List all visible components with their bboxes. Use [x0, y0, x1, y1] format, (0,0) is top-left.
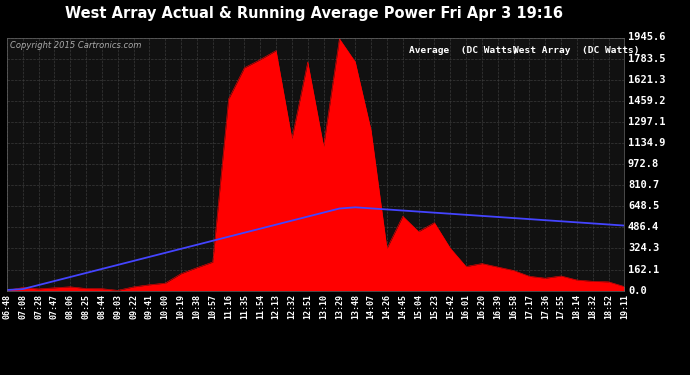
Text: 648.5: 648.5 [628, 201, 659, 211]
Text: 16:20: 16:20 [477, 294, 486, 320]
Text: 324.3: 324.3 [628, 243, 659, 254]
Text: 14:26: 14:26 [382, 294, 391, 320]
Text: 1297.1: 1297.1 [628, 117, 665, 127]
Text: 10:57: 10:57 [208, 294, 217, 320]
Text: 08:44: 08:44 [97, 294, 106, 320]
Text: 972.8: 972.8 [628, 159, 659, 169]
Text: 16:39: 16:39 [493, 294, 502, 320]
Text: 16:01: 16:01 [462, 294, 471, 320]
Text: 16:58: 16:58 [509, 294, 518, 320]
Text: 10:38: 10:38 [193, 294, 201, 320]
Text: 13:48: 13:48 [351, 294, 359, 320]
Text: 486.4: 486.4 [628, 222, 659, 232]
Text: West Array  (DC Watts): West Array (DC Watts) [513, 46, 640, 55]
Text: 17:36: 17:36 [541, 294, 550, 320]
Text: 13:29: 13:29 [335, 294, 344, 320]
Text: 1783.5: 1783.5 [628, 54, 665, 64]
Text: 09:41: 09:41 [145, 294, 154, 320]
Text: 10:19: 10:19 [177, 294, 186, 320]
Text: 1945.6: 1945.6 [628, 33, 665, 42]
Text: 18:14: 18:14 [573, 294, 582, 320]
Text: 0.0: 0.0 [628, 286, 647, 296]
Text: West Array Actual & Running Average Power Fri Apr 3 19:16: West Array Actual & Running Average Powe… [65, 6, 563, 21]
Text: 12:51: 12:51 [304, 294, 313, 320]
Text: 1621.3: 1621.3 [628, 75, 665, 85]
Text: Copyright 2015 Cartronics.com: Copyright 2015 Cartronics.com [10, 41, 141, 50]
Text: 1134.9: 1134.9 [628, 138, 665, 148]
Text: 12:32: 12:32 [288, 294, 297, 320]
Text: 11:16: 11:16 [224, 294, 233, 320]
Text: 15:23: 15:23 [430, 294, 439, 320]
Text: Average  (DC Watts): Average (DC Watts) [409, 46, 519, 55]
Text: 07:08: 07:08 [18, 294, 27, 320]
Text: 810.7: 810.7 [628, 180, 659, 190]
Text: 1459.2: 1459.2 [628, 96, 665, 106]
Text: 08:25: 08:25 [81, 294, 90, 320]
Text: 15:42: 15:42 [446, 294, 455, 320]
Text: 18:52: 18:52 [604, 294, 613, 320]
Text: 12:13: 12:13 [272, 294, 281, 320]
Text: 17:17: 17:17 [525, 294, 534, 320]
Text: 162.1: 162.1 [628, 264, 659, 274]
Text: 06:48: 06:48 [2, 294, 12, 320]
Text: 11:54: 11:54 [256, 294, 265, 320]
Text: 13:10: 13:10 [319, 294, 328, 320]
Text: 09:22: 09:22 [129, 294, 138, 320]
Text: 08:06: 08:06 [66, 294, 75, 320]
Text: 07:28: 07:28 [34, 294, 43, 320]
Text: 17:55: 17:55 [557, 294, 566, 320]
Text: 18:32: 18:32 [589, 294, 598, 320]
Text: 19:11: 19:11 [620, 294, 629, 320]
Text: 11:35: 11:35 [240, 294, 249, 320]
Text: 07:47: 07:47 [50, 294, 59, 320]
Text: 09:03: 09:03 [113, 294, 122, 320]
Text: 10:00: 10:00 [161, 294, 170, 320]
Text: 15:04: 15:04 [414, 294, 423, 320]
Text: 14:45: 14:45 [398, 294, 407, 320]
Text: 14:07: 14:07 [366, 294, 375, 320]
